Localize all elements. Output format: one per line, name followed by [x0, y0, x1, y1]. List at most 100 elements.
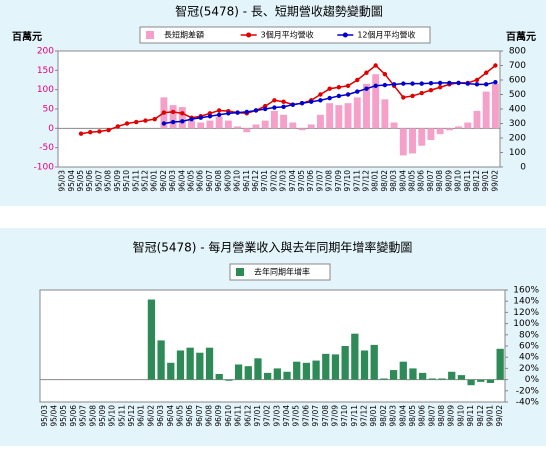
line-marker	[336, 93, 342, 99]
line	[80, 64, 496, 135]
y2-tick-label: 600	[509, 76, 526, 86]
line-marker	[272, 105, 277, 110]
x-tick-label: 95/03	[58, 170, 67, 192]
legend-marker	[342, 32, 348, 38]
line-marker	[410, 93, 415, 99]
x-tick-label: 95/10	[108, 405, 117, 427]
line-marker	[290, 102, 296, 107]
y-tick-label: 80%	[519, 330, 539, 340]
x-tick-label: 96/11	[242, 170, 251, 192]
bar	[390, 122, 398, 129]
line-marker	[97, 129, 102, 134]
line-marker	[235, 110, 240, 115]
bar	[427, 128, 435, 140]
bar	[167, 362, 175, 380]
x-tick-label: 95/09	[98, 405, 107, 427]
bar	[234, 126, 242, 129]
line-marker	[355, 89, 360, 94]
x-tick-label: 95/10	[122, 170, 131, 192]
x-tick-label: 96/02	[146, 405, 155, 427]
bar	[147, 299, 156, 380]
x-tick-label: 98/11	[463, 170, 472, 192]
bar	[331, 354, 340, 380]
bar	[224, 120, 232, 129]
line-marker	[327, 95, 332, 101]
x-tick-label: 97/12	[360, 405, 369, 427]
bar	[455, 126, 463, 129]
line-marker	[447, 80, 452, 86]
line-marker	[189, 116, 194, 122]
bar	[234, 364, 243, 380]
x-tick-label: 97/07	[311, 405, 320, 427]
line-marker	[419, 90, 424, 96]
bar	[418, 128, 426, 146]
x-tick-label: 96/10	[224, 405, 233, 427]
line-marker	[401, 81, 406, 86]
line-marker	[207, 114, 213, 119]
x-tick-label: 98/10	[454, 170, 463, 192]
x-tick-label: 98/12	[472, 170, 481, 192]
x-tick-label: 97/10	[343, 170, 352, 192]
bar	[496, 348, 504, 380]
x-tick-label: 96/02	[159, 170, 168, 192]
y-tick-label: -50	[39, 143, 54, 153]
line-marker	[198, 115, 203, 120]
legend-box	[229, 263, 331, 281]
line-marker	[410, 81, 415, 86]
bar	[205, 347, 214, 380]
x-tick-label: 95/03	[40, 405, 49, 427]
x-tick-label: 98/07	[427, 405, 436, 427]
plot-area	[57, 50, 501, 168]
line-marker	[483, 70, 489, 75]
line-marker	[161, 121, 167, 126]
x-tick-label: 95/08	[104, 170, 113, 192]
line-marker	[124, 121, 130, 126]
line-marker	[391, 82, 397, 87]
bar	[270, 110, 278, 129]
x-tick-label: 95/11	[131, 170, 140, 192]
line-marker	[299, 101, 305, 106]
legend-marker	[246, 32, 252, 38]
x-tick-label: 96/03	[156, 405, 165, 427]
x-tick-label: 96/07	[205, 170, 214, 192]
x-tick-label: 96/10	[233, 170, 242, 192]
x-tick-label: 97/06	[306, 170, 315, 192]
bar	[380, 378, 388, 380]
x-tick-label: 96/01	[150, 170, 159, 192]
y-tick-label: 0	[48, 124, 54, 134]
bar	[215, 374, 223, 380]
line-marker	[428, 87, 434, 93]
x-tick-label: 97/09	[330, 405, 339, 427]
line-marker	[373, 83, 378, 89]
y-tick-label: 150	[37, 66, 54, 76]
bar	[252, 124, 260, 129]
x-tick-label: 95/04	[50, 405, 59, 427]
line-marker	[180, 119, 185, 124]
bar	[261, 120, 269, 129]
bar	[196, 352, 204, 380]
line-marker	[318, 92, 323, 97]
x-tick-label: 97/02	[263, 405, 272, 427]
line-marker	[170, 109, 176, 115]
x-tick-label: 95/12	[127, 405, 136, 427]
line-marker	[170, 119, 176, 125]
x-tick-label: 98/09	[444, 170, 453, 192]
x-tick-label: 96/05	[175, 405, 184, 427]
bar	[464, 122, 472, 129]
line-marker	[465, 81, 470, 86]
legend-label: 長短期差額	[164, 30, 204, 40]
legend-label: 12個月平均營收	[357, 30, 415, 40]
bar	[482, 91, 490, 129]
bar	[491, 83, 499, 129]
bar	[477, 379, 485, 382]
bar	[353, 97, 361, 129]
line-marker	[364, 70, 369, 75]
x-tick-label: 95/08	[88, 405, 97, 427]
y-tick-label: -100	[34, 163, 55, 173]
bar	[273, 368, 281, 380]
x-tick-label: 96/05	[187, 170, 196, 192]
bar	[197, 122, 205, 129]
line-marker	[493, 79, 498, 85]
y2-tick-label: 0	[520, 163, 526, 173]
